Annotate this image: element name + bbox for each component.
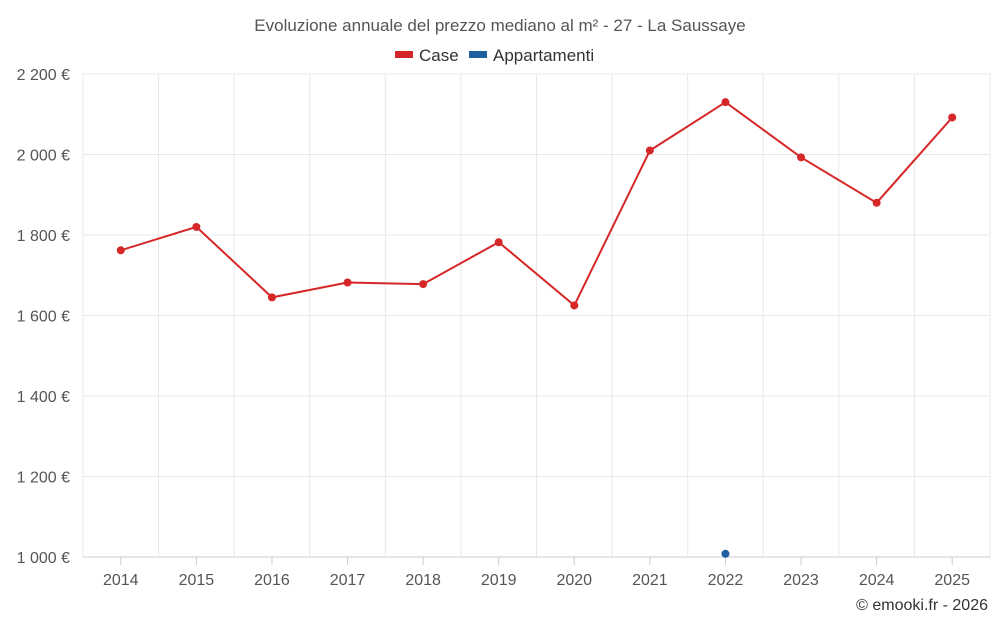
series-appartamenti: [721, 549, 730, 558]
x-tick-label: 2022: [708, 572, 744, 589]
data-point-case[interactable]: [419, 280, 428, 289]
y-axis: 1 000 € 1 200 € 1 400 € 1 600 € 1 800 € 2 000…: [17, 67, 70, 567]
legend-swatch-case: [395, 51, 413, 58]
x-tick-label: 2016: [254, 572, 290, 589]
chart-title: Evoluzione annuale del prezzo mediano al…: [254, 16, 745, 35]
legend-label-case: Case: [419, 46, 459, 65]
data-point-case[interactable]: [645, 146, 654, 155]
x-tick-label: 2015: [179, 572, 215, 589]
y-tick-label: 1 200 €: [17, 470, 70, 487]
data-point-case[interactable]: [797, 153, 806, 162]
y-tick-label: 1 600 €: [17, 309, 70, 326]
data-point-case[interactable]: [570, 301, 579, 310]
grid: [82, 73, 991, 557]
series-line-case: [120, 100, 953, 307]
x-tick-label: 2025: [934, 572, 970, 589]
x-axis: 2014 2015 2016 2017 2018 2019 2020 2021 2022 2023…: [83, 556, 990, 589]
data-point-case[interactable]: [948, 113, 957, 122]
legend-item-appartamenti[interactable]: Appartamenti: [469, 46, 594, 65]
y-tick-label: 1 800 €: [17, 228, 70, 245]
y-tick-label: 2 200 €: [17, 67, 70, 84]
data-point-case[interactable]: [267, 293, 276, 302]
legend-swatch-appartamenti: [469, 51, 487, 58]
data-point-appartamenti[interactable]: [721, 549, 730, 558]
series-case: [116, 98, 957, 310]
x-tick-label: 2017: [330, 572, 366, 589]
y-tick-label: 1 000 €: [17, 550, 70, 567]
x-tick-label: 2018: [405, 572, 441, 589]
legend-label-appartamenti: Appartamenti: [493, 46, 594, 65]
x-tick-label: 2014: [103, 572, 139, 589]
y-tick-label: 2 000 €: [17, 148, 70, 165]
data-point-case[interactable]: [494, 238, 503, 247]
data-point-case[interactable]: [116, 246, 125, 255]
legend-item-case[interactable]: Case: [395, 46, 459, 65]
x-tick-label: 2023: [783, 572, 819, 589]
data-point-case[interactable]: [872, 198, 881, 207]
data-point-case[interactable]: [343, 278, 352, 287]
y-tick-label: 1 400 €: [17, 389, 70, 406]
data-point-case[interactable]: [192, 222, 201, 231]
x-tick-label: 2020: [556, 572, 592, 589]
x-tick-label: 2019: [481, 572, 517, 589]
credit: © emooki.fr - 2026: [856, 597, 988, 614]
legend: Case Appartamenti: [395, 46, 594, 65]
data-point-case[interactable]: [721, 98, 730, 107]
x-tick-label: 2024: [859, 572, 895, 589]
series-layer: [116, 98, 957, 558]
x-tick-label: 2021: [632, 572, 668, 589]
